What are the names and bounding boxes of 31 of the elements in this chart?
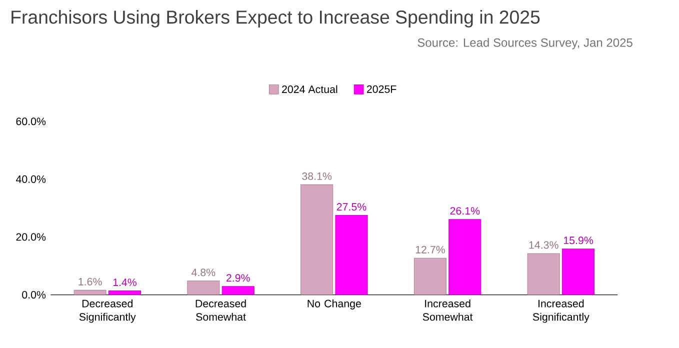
data-label: 38.1% [302,172,332,180]
x-tick-label: Increased Significantly [532,299,590,323]
y-tick-label: 60.0% [16,118,46,126]
x-tick-label: Decreased Somewhat [196,299,246,321]
bar [222,286,254,295]
bar [187,280,220,295]
legend-label: 2025F [366,85,396,93]
data-label: 1.6% [78,278,102,286]
x-tick-label: Decreased Significantly [79,299,136,323]
x-tick-label: No Change [308,299,361,310]
chart-title: Franchisors Using Brokers Expect to Increase Spending in 2025 [12,10,540,28]
x-tick-label: Increased Somewhat [422,299,473,321]
bar [414,258,446,295]
legend-label: 2024 Actual [282,85,338,93]
bar [335,214,368,295]
data-label: 15.9% [564,236,594,244]
data-label: 12.7% [416,246,445,254]
bar [448,219,482,295]
data-label: 27.5% [336,202,366,211]
source-note: Source: Lead Sources Survey, Jan 2025 [418,38,632,50]
bar [300,184,334,295]
y-tick-label: 20.0% [16,233,46,241]
y-tick-label: 40.0% [16,175,46,183]
data-label: 4.8% [192,268,216,276]
y-tick-label: 0.0% [22,290,46,298]
data-label: 2.9% [226,274,250,282]
data-label: 14.3% [529,241,558,249]
bar [527,253,560,295]
data-label: 26.1% [450,207,480,215]
bar [562,248,595,295]
data-label: 1.4% [113,278,137,286]
